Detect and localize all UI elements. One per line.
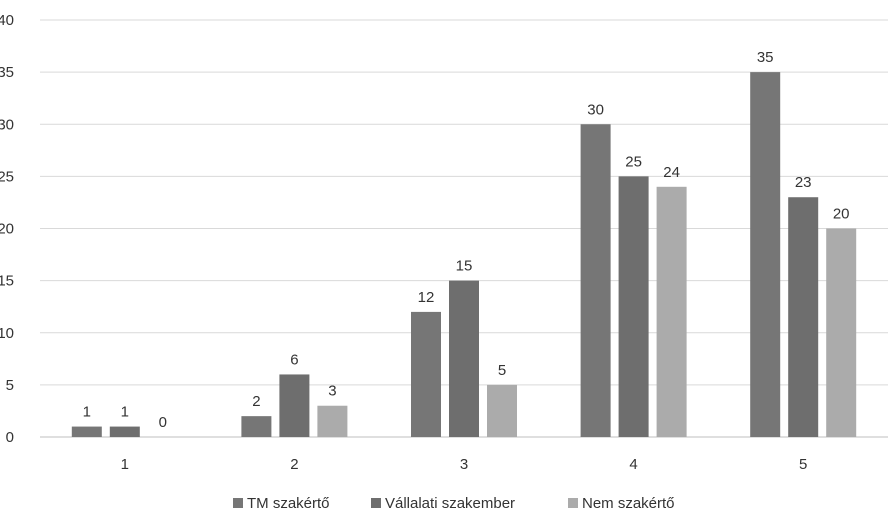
bar-1-cat-3 xyxy=(411,311,441,437)
legend-swatch xyxy=(568,498,578,508)
data-label: 35 xyxy=(757,49,774,66)
legend-label: Vállalati szakember xyxy=(385,495,515,512)
bar-3-cat-4 xyxy=(656,186,687,437)
data-labels: 1 1 0 2 6 3 12 15 5 30 25 24 35 23 20 xyxy=(83,49,850,431)
y-tick-label: 5 xyxy=(6,377,14,394)
bar-1-cat-1 xyxy=(71,426,102,437)
data-label: 5 xyxy=(498,362,506,379)
y-tick-label: 15 xyxy=(0,273,14,290)
data-label: 0 xyxy=(159,414,167,431)
legend-swatch xyxy=(371,498,381,508)
bars xyxy=(71,72,857,437)
x-tick-label: 1 xyxy=(121,456,129,473)
bar-3-cat-5 xyxy=(826,228,857,437)
bar-3-cat-3 xyxy=(487,384,517,437)
bar-2-cat-2 xyxy=(279,374,310,437)
y-tick-label: 0 xyxy=(6,429,14,446)
gridlines xyxy=(40,19,888,438)
y-axis-ticks: 0 5 10 15 20 25 30 35 40 xyxy=(0,12,14,446)
x-tick-label: 2 xyxy=(290,456,298,473)
data-label: 1 xyxy=(121,404,129,421)
x-tick-label: 5 xyxy=(799,456,807,473)
x-tick-label: 3 xyxy=(460,456,468,473)
bar-2-cat-4 xyxy=(618,176,649,437)
bar-1-cat-5 xyxy=(750,72,781,437)
bar-2-cat-1 xyxy=(109,426,140,437)
data-label: 23 xyxy=(795,174,812,191)
bar-2-cat-3 xyxy=(449,280,479,437)
data-label: 1 xyxy=(83,404,91,421)
x-tick-label: 4 xyxy=(629,456,637,473)
legend: TM szakértő Vállalati szakember Nem szakér… xyxy=(233,495,675,512)
data-label: 12 xyxy=(418,289,435,306)
data-label: 20 xyxy=(833,206,850,223)
bar-3-cat-2 xyxy=(317,405,348,437)
data-label: 6 xyxy=(290,351,298,368)
y-tick-label: 25 xyxy=(0,168,14,185)
y-tick-label: 40 xyxy=(0,12,14,29)
data-label: 24 xyxy=(663,164,680,181)
bar-1-cat-4 xyxy=(580,124,611,437)
bar-2-cat-5 xyxy=(788,197,819,437)
data-label: 25 xyxy=(625,153,642,170)
y-tick-label: 10 xyxy=(0,325,14,342)
data-label: 3 xyxy=(328,383,336,400)
data-label: 30 xyxy=(587,101,604,118)
data-label: 2 xyxy=(252,393,260,410)
y-tick-label: 35 xyxy=(0,64,14,81)
legend-swatch xyxy=(233,498,243,508)
legend-label: Nem szakértő xyxy=(582,495,675,512)
x-axis-ticks: 1 2 3 4 5 xyxy=(121,456,808,473)
data-label: 15 xyxy=(456,258,473,275)
y-tick-label: 20 xyxy=(0,221,14,238)
y-tick-label: 30 xyxy=(0,116,14,133)
bar-1-cat-2 xyxy=(241,416,272,437)
legend-label: TM szakértő xyxy=(247,495,330,512)
